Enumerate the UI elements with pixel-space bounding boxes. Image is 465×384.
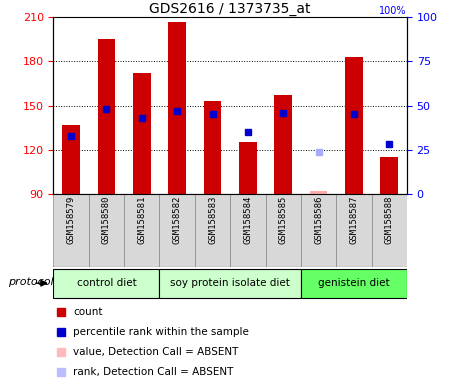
Text: rank, Detection Call = ABSENT: rank, Detection Call = ABSENT: [73, 367, 233, 377]
Text: genistein diet: genistein diet: [318, 278, 390, 288]
Bar: [159, 194, 195, 267]
Text: GSM158586: GSM158586: [314, 196, 323, 245]
Bar: [89, 194, 124, 267]
Text: GSM158584: GSM158584: [243, 196, 252, 245]
Text: GSM158587: GSM158587: [349, 196, 359, 245]
Bar: [133, 73, 151, 194]
Text: count: count: [73, 307, 102, 317]
Bar: [301, 194, 336, 267]
Text: GSM158579: GSM158579: [66, 196, 76, 245]
Text: protocol: protocol: [8, 276, 53, 286]
Text: GSM158581: GSM158581: [137, 196, 146, 245]
Bar: [372, 194, 407, 267]
Bar: [53, 194, 89, 267]
Text: GSM158588: GSM158588: [385, 196, 394, 245]
Bar: [380, 157, 398, 194]
Text: GSM158582: GSM158582: [173, 196, 182, 245]
Bar: [230, 194, 266, 267]
FancyBboxPatch shape: [301, 268, 407, 298]
Text: 100%: 100%: [379, 7, 407, 17]
Title: GDS2616 / 1373735_at: GDS2616 / 1373735_at: [149, 2, 311, 16]
Text: percentile rank within the sample: percentile rank within the sample: [73, 327, 249, 337]
Bar: [239, 142, 257, 194]
Text: control diet: control diet: [77, 278, 136, 288]
Text: soy protein isolate diet: soy protein isolate diet: [170, 278, 290, 288]
Bar: [345, 57, 363, 194]
Text: GSM158585: GSM158585: [279, 196, 288, 245]
Text: GSM158580: GSM158580: [102, 196, 111, 245]
Bar: [310, 191, 327, 194]
Bar: [168, 22, 186, 194]
Bar: [336, 194, 372, 267]
Bar: [274, 95, 292, 194]
Bar: [195, 194, 230, 267]
Bar: [124, 194, 159, 267]
Bar: [98, 39, 115, 194]
Bar: [266, 194, 301, 267]
FancyBboxPatch shape: [53, 268, 159, 298]
Bar: [62, 125, 80, 194]
Text: value, Detection Call = ABSENT: value, Detection Call = ABSENT: [73, 347, 238, 357]
Text: GSM158583: GSM158583: [208, 196, 217, 245]
Bar: [204, 101, 221, 194]
FancyBboxPatch shape: [159, 268, 301, 298]
